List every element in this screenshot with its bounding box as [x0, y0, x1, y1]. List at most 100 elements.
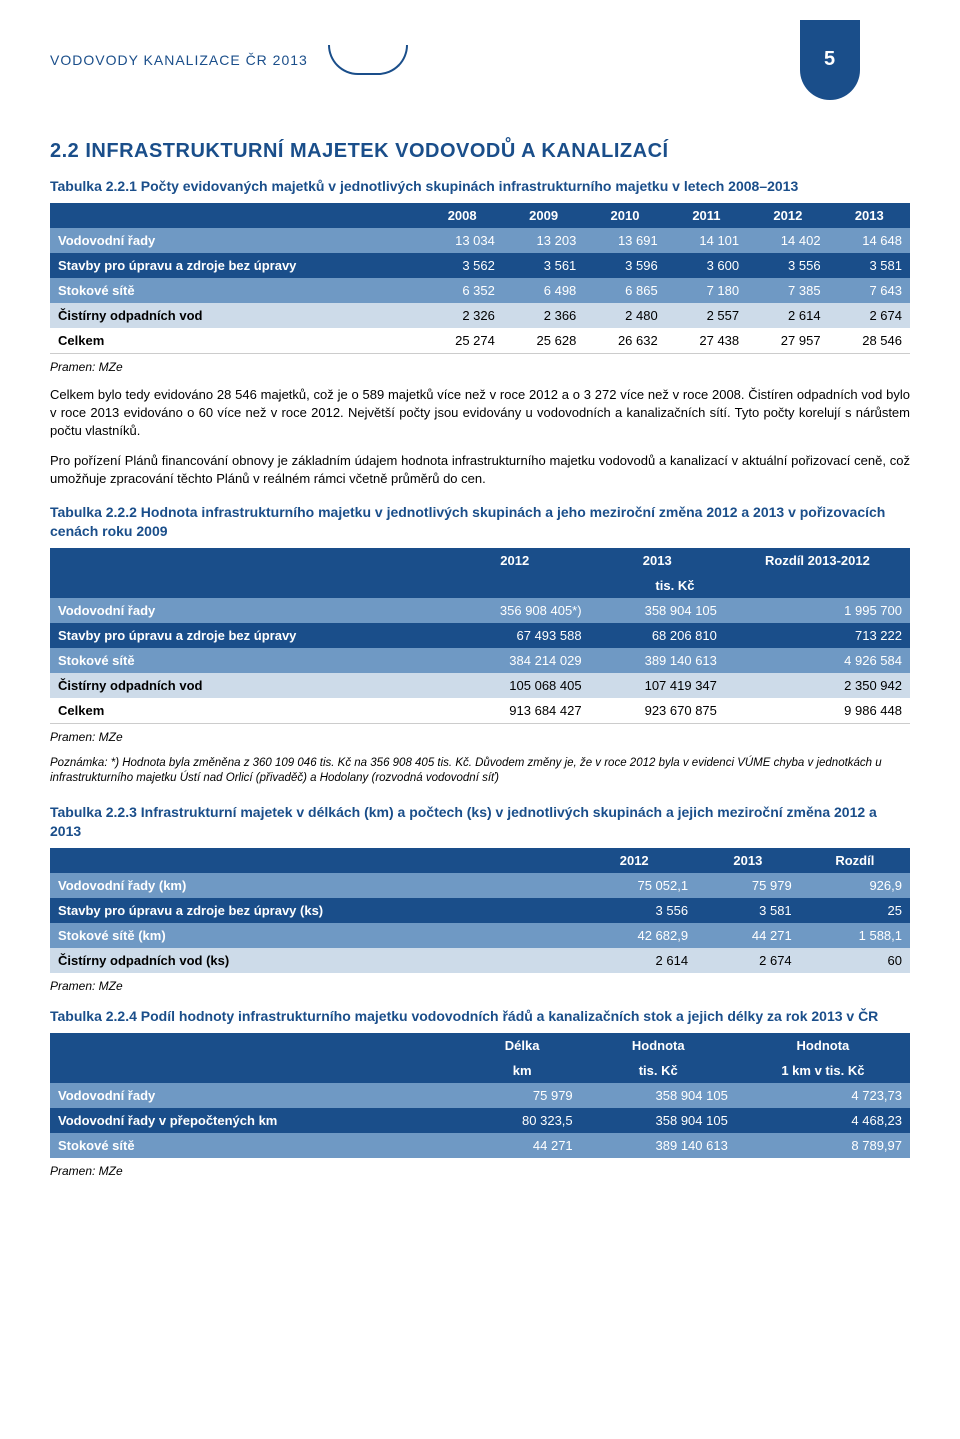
- cell: 68 206 810: [590, 623, 725, 648]
- cell: 13 691: [584, 228, 665, 253]
- table-222: 2012 2013 Rozdíl 2013-2012 tis. Kč Vodov…: [50, 548, 910, 724]
- row-label: Stavby pro úpravu a zdroje bez úpravy: [50, 623, 440, 648]
- col: tis. Kč: [581, 1058, 736, 1083]
- cell: 358 904 105: [581, 1108, 736, 1133]
- page-number-badge: 5: [800, 20, 860, 100]
- cell: 3 581: [829, 253, 910, 278]
- cell: 2 674: [829, 303, 910, 328]
- table-row: Vodovodní řady v přepočtených km80 323,5…: [50, 1108, 910, 1133]
- cell: 60: [800, 948, 910, 973]
- cell: 6 352: [421, 278, 502, 303]
- row-label: Vodovodní řady (km): [50, 873, 572, 898]
- table-row: Čistírny odpadních vod (ks)2 6142 67460: [50, 948, 910, 973]
- cell: 2 614: [747, 303, 828, 328]
- row-label: Stokové sítě: [50, 278, 421, 303]
- cell: 25 274: [421, 328, 502, 354]
- col: 2013: [829, 203, 910, 228]
- cell: 4 926 584: [725, 648, 910, 673]
- table-row: Stavby pro úpravu a zdroje bez úpravy3 5…: [50, 253, 910, 278]
- table-224-source: Pramen: MZe: [50, 1164, 910, 1178]
- table-221-caption: Tabulka 2.2.1 Počty evidovaných majetků …: [50, 177, 910, 197]
- cell: 384 214 029: [440, 648, 590, 673]
- table-223-head: 2012 2013 Rozdíl: [50, 848, 910, 873]
- col: 2012: [440, 548, 590, 573]
- table-row: Vodovodní řady13 03413 20313 69114 10114…: [50, 228, 910, 253]
- cell: 44 271: [464, 1133, 581, 1158]
- cell: 26 632: [584, 328, 665, 354]
- table-224-head1: Délka Hodnota Hodnota: [50, 1033, 910, 1058]
- table-221-head: 2008 2009 2010 2011 2012 2013: [50, 203, 910, 228]
- cell: 3 581: [696, 898, 800, 923]
- col: 2012: [747, 203, 828, 228]
- cell: 3 562: [421, 253, 502, 278]
- cell: 3 556: [747, 253, 828, 278]
- cell: 8 789,97: [736, 1133, 910, 1158]
- table-224-head2: km tis. Kč 1 km v tis. Kč: [50, 1058, 910, 1083]
- cell: 2 326: [421, 303, 502, 328]
- cell: 2 480: [584, 303, 665, 328]
- header-title: VODOVODY KANALIZACE ČR 2013: [50, 52, 308, 68]
- col: 2008: [421, 203, 502, 228]
- table-row: Vodovodní řady356 908 405*)358 904 1051 …: [50, 598, 910, 623]
- col: Délka: [464, 1033, 581, 1058]
- col: 2009: [503, 203, 584, 228]
- cell: 75 052,1: [572, 873, 696, 898]
- cell: 42 682,9: [572, 923, 696, 948]
- table-224: Délka Hodnota Hodnota km tis. Kč 1 km v …: [50, 1033, 910, 1158]
- cell: 2 557: [666, 303, 747, 328]
- paragraph-2: Pro pořízení Plánů financování obnovy je…: [50, 452, 910, 488]
- cell: 14 101: [666, 228, 747, 253]
- col: 2013: [696, 848, 800, 873]
- table-222-head1: 2012 2013 Rozdíl 2013-2012: [50, 548, 910, 573]
- table-row: Vodovodní řady (km)75 052,175 979926,9: [50, 873, 910, 898]
- cell: 713 222: [725, 623, 910, 648]
- table-222-head2: tis. Kč: [50, 573, 910, 598]
- cell: 27 438: [666, 328, 747, 354]
- cell: 2 614: [572, 948, 696, 973]
- row-label: Vodovodní řady: [50, 1083, 464, 1108]
- cell: 67 493 588: [440, 623, 590, 648]
- table-222-note: Poznámka: *) Hodnota byla změněna z 360 …: [50, 756, 910, 787]
- table-223-caption: Tabulka 2.2.3 Infrastrukturní majetek v …: [50, 803, 910, 842]
- cell: 2 350 942: [725, 673, 910, 698]
- section-heading: 2.2 INFRASTRUKTURNÍ MAJETEK VODOVODŮ A K…: [50, 140, 910, 163]
- cell: 926,9: [800, 873, 910, 898]
- cell: 358 904 105: [581, 1083, 736, 1108]
- cell: 389 140 613: [581, 1133, 736, 1158]
- cell: 923 670 875: [590, 698, 725, 724]
- cell: 107 419 347: [590, 673, 725, 698]
- table-222-source: Pramen: MZe: [50, 730, 910, 744]
- cell: 28 546: [829, 328, 910, 354]
- row-label: Vodovodní řady v přepočtených km: [50, 1108, 464, 1133]
- row-label: Čistírny odpadních vod: [50, 303, 421, 328]
- cell: 913 684 427: [440, 698, 590, 724]
- cell: 3 556: [572, 898, 696, 923]
- col: Hodnota: [581, 1033, 736, 1058]
- cell: 358 904 105: [590, 598, 725, 623]
- cell: 14 648: [829, 228, 910, 253]
- col: 1 km v tis. Kč: [736, 1058, 910, 1083]
- table-row: Čistírny odpadních vod2 3262 3662 4802 5…: [50, 303, 910, 328]
- cell: 6 865: [584, 278, 665, 303]
- cell: 105 068 405: [440, 673, 590, 698]
- cell: 2 366: [503, 303, 584, 328]
- cell: 3 596: [584, 253, 665, 278]
- cell: 6 498: [503, 278, 584, 303]
- row-label: Stokové sítě (km): [50, 923, 572, 948]
- header-divider-shape: [328, 45, 408, 75]
- cell: 7 385: [747, 278, 828, 303]
- table-row: Vodovodní řady75 979358 904 1054 723,73: [50, 1083, 910, 1108]
- table-row: Stavby pro úpravu a zdroje bez úpravy (k…: [50, 898, 910, 923]
- row-label: Vodovodní řady: [50, 598, 440, 623]
- paragraph-1: Celkem bylo tedy evidováno 28 546 majetk…: [50, 386, 910, 441]
- table-224-caption: Tabulka 2.2.4 Podíl hodnoty infrastruktu…: [50, 1007, 910, 1027]
- cell: 2 674: [696, 948, 800, 973]
- row-label: Celkem: [50, 328, 421, 354]
- cell: 3 600: [666, 253, 747, 278]
- row-label: Čistírny odpadních vod (ks): [50, 948, 572, 973]
- row-label: Stokové sítě: [50, 648, 440, 673]
- col: 2012: [572, 848, 696, 873]
- table-row: Celkem25 27425 62826 63227 43827 95728 5…: [50, 328, 910, 354]
- col: 2011: [666, 203, 747, 228]
- cell: 80 323,5: [464, 1108, 581, 1133]
